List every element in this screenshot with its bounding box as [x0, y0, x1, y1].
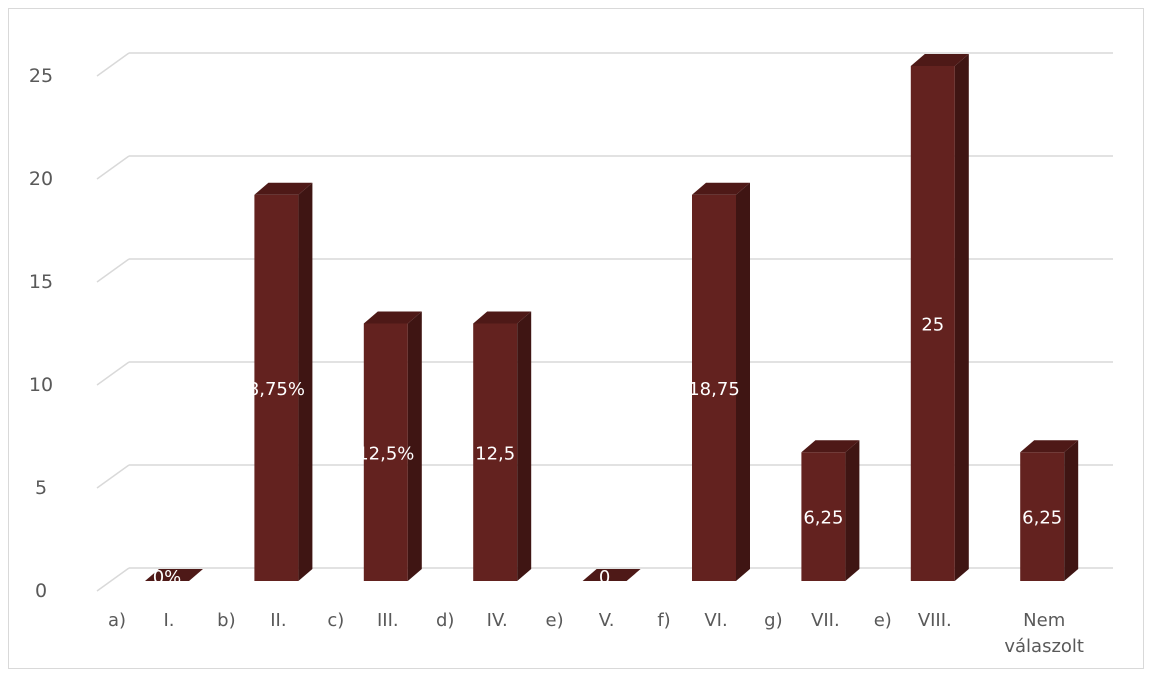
bar	[363, 323, 408, 581]
bar-top	[801, 440, 860, 453]
category-prefix: a)	[108, 610, 126, 631]
bar-top	[910, 54, 969, 66]
bar	[692, 194, 736, 581]
gridline-diagonal	[96, 258, 130, 283]
bar-side	[954, 54, 969, 581]
bar-top	[145, 569, 203, 581]
bar	[1020, 452, 1065, 581]
data-label: 18,75	[688, 379, 740, 400]
data-label: 0%	[153, 567, 182, 588]
chart-frame: 0 5 10 15 20 25 0% a) I. 8,75% b) II. 12,5% c) III. 12,…	[8, 8, 1144, 669]
bar	[473, 323, 518, 581]
data-label: 12,5	[475, 443, 515, 464]
y-tick-label: 15	[29, 271, 53, 293]
category-label-line2: válaszolt	[1004, 636, 1084, 657]
bar	[910, 66, 955, 581]
y-tick-label: 20	[29, 168, 53, 190]
category-prefix: c)	[327, 610, 344, 631]
category-prefix: b)	[217, 610, 235, 631]
bar-side	[1064, 440, 1079, 581]
gridline-diagonal	[96, 567, 130, 592]
category-prefix: g)	[764, 610, 782, 631]
category-prefix: e)	[546, 610, 564, 631]
category-prefix: f)	[657, 610, 670, 631]
category-label: Nem	[1023, 610, 1065, 631]
bar-side	[407, 311, 422, 581]
y-tick-label: 5	[35, 477, 47, 499]
category-label: VII.	[811, 610, 840, 631]
bar-top	[582, 569, 641, 581]
data-label: 25	[921, 315, 944, 336]
data-label: 0	[599, 567, 610, 588]
bar-side	[845, 440, 860, 581]
gridline-diagonal	[96, 52, 130, 77]
data-label: 12,5%	[357, 443, 414, 464]
category-label: I.	[163, 610, 174, 631]
bar-chart: 0 5 10 15 20 25 0% a) I. 8,75% b) II. 12,5% c) III. 12,…	[29, 52, 1113, 657]
data-label: 6,25	[1022, 508, 1062, 529]
bar-top	[254, 182, 313, 195]
y-tick-label: 25	[29, 65, 53, 87]
bar-side	[736, 182, 750, 581]
category-label: IV.	[487, 610, 508, 631]
bar	[801, 452, 846, 581]
gridline-diagonal	[96, 464, 130, 489]
data-label: 6,25	[803, 508, 843, 529]
y-tick-label: 0	[35, 580, 47, 602]
y-tick-label: 10	[29, 374, 53, 396]
gridline-diagonal	[96, 155, 130, 180]
bar-side	[298, 182, 313, 581]
bar-side	[517, 311, 532, 581]
bar	[254, 194, 299, 581]
bar-top	[473, 311, 532, 324]
category-label: III.	[377, 610, 399, 631]
bar-top	[1020, 440, 1079, 453]
category-prefix: e)	[874, 610, 892, 631]
category-label: VIII.	[918, 610, 952, 631]
gridline-diagonal	[96, 361, 130, 386]
bar-top	[363, 311, 422, 324]
category-prefix: d)	[436, 610, 454, 631]
category-label: VI.	[704, 610, 727, 631]
category-label: II.	[270, 610, 286, 631]
bar-top	[692, 182, 750, 195]
category-label: V.	[599, 610, 615, 631]
data-label: 8,75%	[248, 379, 305, 400]
